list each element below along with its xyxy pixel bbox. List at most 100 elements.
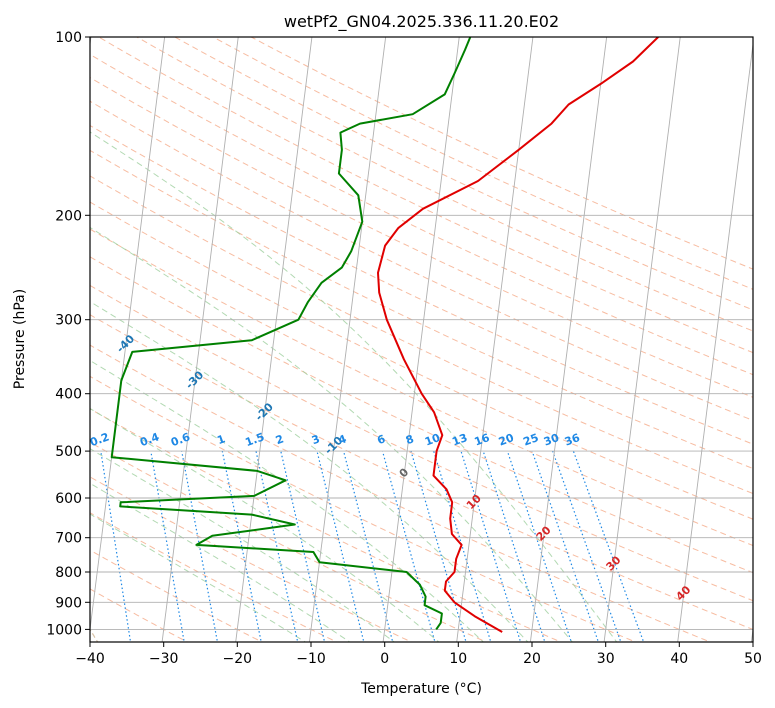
moist-adiabat-line [90, 131, 618, 642]
mixing-ratio-line [482, 450, 546, 642]
isotherm-line [308, 37, 387, 642]
mixing-ratio-line [181, 450, 219, 642]
dry-adiabat-line [90, 588, 189, 642]
mixing-ratio-label: 0.2 [88, 430, 111, 449]
dry-adiabat-line [90, 175, 753, 495]
x-tick-label: 30 [597, 651, 615, 667]
x-tick-label: −40 [75, 651, 105, 667]
mixing-ratio-label: 36 [563, 431, 582, 449]
isotherm-label: -50 [46, 285, 69, 308]
mixing-ratio-line [54, 451, 81, 644]
isotherm-line [603, 37, 681, 642]
isotherm-label: -20 [253, 400, 276, 423]
mixing-ratio-line [150, 450, 185, 642]
mixing-ratio-label: 0.4 [138, 430, 161, 449]
x-tick-label: −10 [296, 651, 326, 667]
mixing-ratio-line [572, 450, 645, 642]
mixing-ratio-line [316, 450, 365, 642]
dry-adiabat-line [90, 100, 753, 421]
series-line-1 [377, 37, 659, 633]
dry-adiabat-line [212, 37, 753, 290]
dry-adiabat-line [90, 476, 413, 642]
plot-frame [89, 36, 754, 643]
isotherm-line [90, 37, 166, 633]
x-tick-label: 10 [449, 651, 467, 667]
mixing-ratio-label: 8 [404, 432, 416, 447]
isotherm-label: -30 [183, 368, 206, 391]
y-tick-label: 300 [55, 313, 82, 329]
x-axis-label: Temperature (°C) [360, 681, 482, 697]
mixing-ratio-label: 2 [274, 432, 286, 447]
mixing-ratio-line [552, 450, 622, 642]
moist-adiabat-line [90, 226, 573, 642]
isotherm-label: 0 [397, 465, 412, 480]
mixing-ratio-label: 4 [337, 432, 349, 447]
mixing-ratio-label: 1.5 [243, 430, 266, 449]
mixing-ratio-label: 6 [375, 432, 387, 447]
isotherm-label: -60 [0, 233, 3, 256]
y-tick-label: 900 [55, 595, 82, 611]
mixing-ratio-label: 30 [542, 431, 561, 449]
y-axis-label: Pressure (hPa) [12, 289, 28, 389]
y-tick-label: 600 [55, 491, 82, 507]
axes: −40 −30 −20 −10 0 10 20 30 40 5010009008007006005… [46, 30, 762, 667]
x-tick-label: 40 [670, 651, 688, 667]
y-tick-label: 400 [55, 387, 82, 403]
mixing-ratio-line [381, 450, 436, 642]
isotherm-label: 30 [604, 553, 624, 573]
dry-adiabat-line [97, 37, 753, 354]
isotherm-label: 20 [534, 523, 554, 543]
chart-title: wetPf2_GN04.2025.336.11.20.E02 [284, 12, 559, 32]
background-lines [54, 37, 753, 644]
y-tick-label: 700 [55, 531, 82, 547]
x-tick-label: −20 [223, 651, 253, 667]
dry-adiabat-line [90, 201, 753, 520]
isotherm-label: 40 [673, 583, 693, 603]
series-lines [110, 37, 659, 633]
isotherm-label: 10 [464, 492, 484, 512]
mixing-ratio-line [255, 450, 299, 642]
y-tick-label: 200 [55, 208, 82, 224]
y-tick-label: 1000 [46, 622, 82, 638]
x-tick-label: 20 [523, 651, 541, 667]
moist-adiabat-line [90, 448, 396, 642]
dry-adiabat-line [90, 256, 753, 574]
mixing-ratio-label: 3 [310, 432, 322, 447]
mixing-ratio-line [280, 450, 326, 642]
moist-adiabat-line [90, 300, 529, 642]
isotherm-line [529, 37, 608, 642]
x-tick-label: 0 [380, 651, 389, 667]
dry-adiabat-line [90, 228, 753, 547]
mixing-ratio-line [506, 450, 572, 642]
grid-lines [90, 37, 753, 642]
x-tick-label: 50 [744, 651, 762, 667]
dry-adiabat-line [90, 53, 753, 376]
mixing-ratio-line [100, 451, 132, 642]
y-tick-label: 500 [55, 444, 82, 460]
mixing-ratio-line [221, 450, 262, 642]
isotherm-line [456, 37, 534, 642]
isotherm-line [235, 37, 313, 642]
mixing-ratio-label: 10 [423, 431, 442, 449]
series-line-2 [110, 37, 472, 630]
isotherm-line [677, 40, 753, 642]
y-tick-label: 100 [55, 30, 82, 46]
mixing-ratio-line [433, 450, 492, 642]
mixing-ratio-label: 13 [450, 431, 469, 448]
dry-adiabat-line [90, 77, 753, 398]
isotherm-line [382, 37, 460, 642]
y-tick-label: 800 [55, 565, 82, 581]
mixing-ratio-label: 16 [473, 431, 492, 449]
mixing-ratio-line [460, 450, 522, 642]
x-tick-label: −30 [149, 651, 179, 667]
moist-adiabat-line [90, 407, 440, 642]
mixing-ratio-label: 0.6 [169, 430, 192, 449]
mixing-ratio-line [410, 450, 467, 642]
mixing-ratio-line [343, 450, 394, 642]
isotherm-line [161, 37, 239, 642]
dry-adiabat-line [135, 37, 753, 332]
mixing-ratio-label: 20 [497, 431, 516, 449]
isotherm-line [750, 625, 753, 642]
mixing-ratio-label: 25 [521, 431, 540, 448]
